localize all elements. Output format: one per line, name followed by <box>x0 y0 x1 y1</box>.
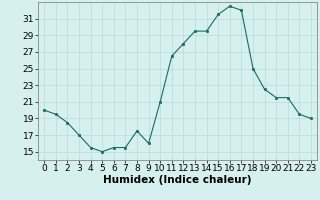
X-axis label: Humidex (Indice chaleur): Humidex (Indice chaleur) <box>103 175 252 185</box>
